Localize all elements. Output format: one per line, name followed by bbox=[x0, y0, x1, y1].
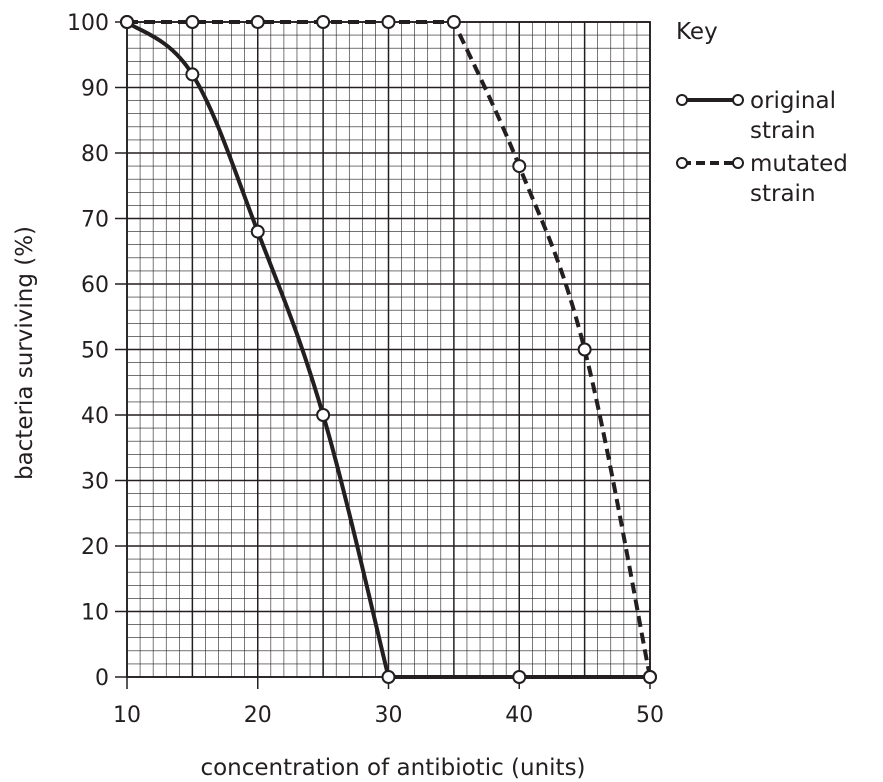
legend-label: mutated bbox=[750, 151, 848, 177]
x-tick-label: 20 bbox=[244, 703, 272, 728]
data-point-original-strain bbox=[185, 67, 200, 82]
series-markers bbox=[120, 15, 657, 684]
x-axis-title: concentration of antibiotic (units) bbox=[200, 755, 585, 781]
data-point-mutated-strain bbox=[381, 15, 396, 29]
x-tick-label: 10 bbox=[113, 703, 141, 728]
data-point-original-strain bbox=[512, 670, 527, 684]
y-tick-label: 30 bbox=[81, 470, 109, 495]
data-point-mutated-strain bbox=[446, 15, 461, 29]
x-axis-tick-labels: 10 20 30 40 50 bbox=[113, 677, 664, 728]
data-point-mutated-strain bbox=[577, 342, 592, 357]
y-tick-label: 40 bbox=[81, 404, 109, 429]
legend-sample-marker bbox=[732, 94, 744, 106]
y-tick-label: 60 bbox=[81, 273, 109, 298]
data-point-original-strain bbox=[381, 670, 396, 684]
legend-sample-marker bbox=[676, 157, 688, 169]
y-tick-label: 100 bbox=[67, 11, 109, 36]
x-tick-label: 40 bbox=[505, 703, 533, 728]
data-point-original-strain bbox=[316, 408, 331, 422]
y-tick-label: 90 bbox=[81, 77, 109, 102]
x-tick-label: 30 bbox=[375, 703, 403, 728]
legend-item-mutated-strain: mutated strain bbox=[676, 151, 848, 207]
y-tick-label: 80 bbox=[81, 142, 109, 167]
data-point-original-strain bbox=[250, 224, 265, 239]
legend-item-original-strain: original strain bbox=[676, 88, 836, 144]
y-tick-label: 70 bbox=[81, 208, 109, 233]
data-point-mutated-strain bbox=[643, 670, 657, 684]
data-point-mutated-strain bbox=[512, 159, 527, 174]
data-point-mutated-strain bbox=[316, 15, 331, 29]
y-axis-tick-labels: 0 10 20 30 40 50 60 70 80 90 100 bbox=[67, 11, 127, 691]
y-axis-title: bacteria surviving (%) bbox=[12, 226, 38, 480]
data-point-mutated-strain bbox=[120, 15, 134, 29]
x-tick-label: 50 bbox=[636, 703, 664, 728]
y-tick-label: 10 bbox=[81, 601, 109, 626]
legend-label: original bbox=[750, 88, 836, 114]
legend-label: strain bbox=[750, 118, 816, 144]
y-tick-label: 50 bbox=[81, 339, 109, 364]
data-point-mutated-strain bbox=[185, 15, 200, 29]
legend: Key original strain mutated strain bbox=[676, 19, 848, 207]
series-line-mutated-strain bbox=[127, 20, 652, 678]
legend-title: Key bbox=[676, 19, 718, 45]
y-tick-label: 0 bbox=[95, 666, 109, 691]
legend-sample-marker bbox=[732, 157, 744, 169]
legend-sample-marker bbox=[676, 94, 688, 106]
y-tick-label: 20 bbox=[81, 535, 109, 560]
data-point-mutated-strain bbox=[250, 15, 265, 29]
legend-label: strain bbox=[750, 181, 816, 207]
